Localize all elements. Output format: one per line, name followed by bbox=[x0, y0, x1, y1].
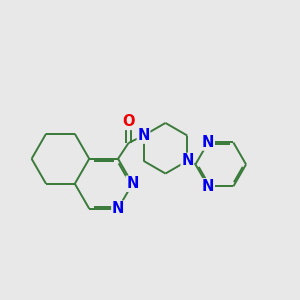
Text: N: N bbox=[112, 201, 124, 216]
Text: N: N bbox=[202, 179, 214, 194]
Text: N: N bbox=[181, 153, 194, 168]
Text: N: N bbox=[202, 135, 214, 150]
Text: N: N bbox=[126, 176, 139, 191]
Text: O: O bbox=[122, 114, 135, 129]
Text: N: N bbox=[137, 128, 150, 143]
